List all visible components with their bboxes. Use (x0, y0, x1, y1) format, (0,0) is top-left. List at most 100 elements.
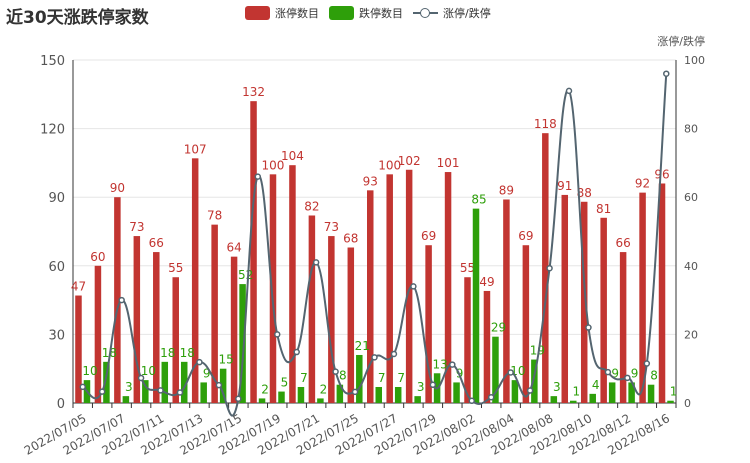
bar-limit-up (425, 245, 432, 403)
y-left-tick-label: 120 (40, 123, 65, 138)
data-label-limit-up: 82 (304, 199, 319, 213)
ratio-point (487, 393, 495, 401)
y-left-tick-label: 30 (48, 328, 65, 343)
bar-limit-down (336, 384, 344, 403)
legend-item-limit-up[interactable]: 涨停数目 (245, 5, 319, 21)
data-label-limit-up: 81 (596, 202, 611, 216)
data-label-limit-up: 101 (437, 156, 460, 170)
bar-limit-down (628, 382, 635, 403)
ratio-point (79, 383, 86, 391)
bar-limit-up (639, 192, 646, 403)
data-label-limit-down: 2 (261, 382, 269, 396)
bar-limit-up (600, 217, 607, 403)
legend-label-limit-up: 涨停数目 (275, 7, 319, 20)
bar-limit-down (317, 398, 324, 403)
data-label-limit-up: 118 (534, 117, 557, 131)
ratio-point (332, 368, 339, 375)
legend-swatch-limit-up (245, 6, 270, 20)
data-label-limit-up: 102 (398, 154, 421, 168)
ratio-point (235, 395, 242, 403)
ratio-point (371, 354, 378, 361)
data-label-limit-up: 92 (635, 177, 650, 191)
bar-limit-down (142, 380, 149, 403)
data-label-limit-up: 93 (363, 174, 378, 188)
y-right-tick-label: 0 (684, 397, 691, 410)
bar-limit-down (414, 396, 421, 403)
bar-limit-down (589, 393, 596, 403)
bar-limit-up (580, 201, 588, 403)
bar-limit-down (161, 361, 169, 403)
bar-limit-down (200, 382, 207, 403)
ratio-point (585, 324, 592, 331)
bar-limit-up (153, 252, 160, 403)
bar-limit-down (453, 382, 460, 403)
bar-limit-up (250, 101, 257, 403)
ratio-point (196, 358, 203, 366)
ratio-point (624, 374, 631, 382)
bar-limit-up (464, 277, 471, 403)
bar-limit-up (561, 194, 569, 403)
ratio-point (254, 173, 262, 180)
data-label-limit-up: 132 (242, 85, 265, 99)
data-label-limit-down: 10 (141, 364, 156, 378)
legend-swatch-ratio (413, 6, 438, 20)
data-label-limit-up: 55 (460, 261, 475, 275)
ratio-point (118, 296, 125, 304)
data-label-limit-up: 104 (281, 149, 304, 163)
data-label-limit-up: 107 (184, 142, 207, 156)
ratio-point (390, 350, 398, 358)
bar-limit-up (522, 245, 530, 403)
data-label-limit-up: 64 (226, 241, 241, 255)
legend: 涨停数目 跌停数目 涨停/跌停 (245, 5, 501, 21)
data-label-limit-down: 3 (417, 380, 425, 394)
bar-limit-up (367, 190, 374, 403)
ratio-point (98, 388, 106, 395)
bar-limit-up (269, 174, 277, 403)
data-label-limit-down: 7 (378, 371, 386, 385)
data-label-limit-down: 3 (553, 380, 561, 394)
data-label-limit-up: 100 (262, 158, 285, 172)
y-right-tick-label: 80 (684, 123, 698, 136)
data-label-limit-down: 10 (82, 364, 97, 378)
bar-limit-up (211, 224, 218, 403)
bar-limit-up (328, 236, 335, 403)
bar-limit-down (608, 382, 616, 403)
data-label-limit-down: 85 (471, 193, 486, 207)
data-label-limit-down: 7 (397, 371, 405, 385)
bar-limit-up (405, 169, 413, 403)
ratio-point (429, 381, 437, 389)
legend-swatch-limit-down (329, 6, 354, 20)
bar-limit-up (386, 174, 393, 403)
ratio-point (351, 388, 359, 396)
bar-limit-up (658, 183, 666, 403)
data-label-limit-down: 3 (125, 380, 133, 394)
data-label-limit-up: 78 (207, 209, 222, 223)
y-right-tick-label: 60 (684, 191, 698, 204)
y-left-tick-label: 90 (48, 191, 65, 206)
data-label-limit-up: 89 (499, 183, 514, 197)
bar-limit-down (375, 386, 382, 403)
bar-limit-down (394, 386, 402, 403)
data-label-limit-down: 52 (238, 268, 253, 282)
data-label-limit-down: 18 (160, 346, 175, 360)
bar-limit-down (278, 391, 285, 403)
data-label-limit-down: 8 (339, 369, 347, 383)
bar-limit-up (619, 252, 627, 403)
data-label-limit-down: 18 (180, 346, 195, 360)
ratio-point (157, 387, 164, 394)
data-label-limit-up: 96 (654, 167, 669, 181)
bar-limit-up (347, 247, 355, 403)
bar-limit-up (542, 133, 549, 403)
bar-limit-down (180, 361, 188, 403)
bar-limit-down (356, 354, 363, 403)
legend-item-ratio[interactable]: 涨停/跌停 (413, 5, 491, 21)
data-label-limit-down: 9 (631, 366, 639, 380)
ratio-point (468, 397, 476, 405)
y-right-tick-label: 100 (684, 54, 705, 67)
data-label-limit-up: 91 (557, 179, 572, 193)
legend-item-limit-down[interactable]: 跌停数目 (329, 5, 403, 21)
y-right-tick-label: 20 (684, 328, 698, 341)
bar-limit-up (483, 290, 491, 403)
data-label-limit-down: 15 (218, 353, 233, 367)
